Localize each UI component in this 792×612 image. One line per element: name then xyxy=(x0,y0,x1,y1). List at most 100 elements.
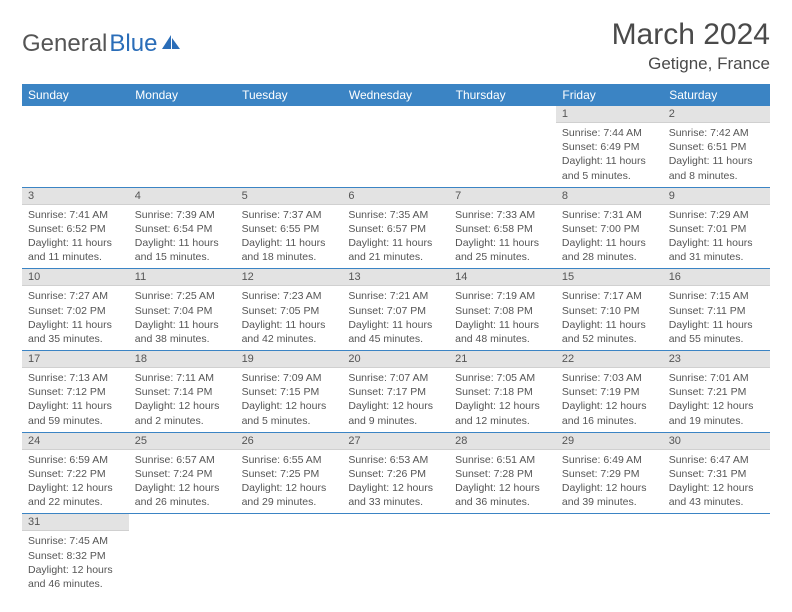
sail-icon xyxy=(160,30,182,58)
sunrise-text: Sunrise: 6:55 AM xyxy=(242,453,337,467)
daylight-text: Daylight: 12 hours and 12 minutes. xyxy=(455,399,550,427)
calendar-week-row: 17Sunrise: 7:13 AMSunset: 7:12 PMDayligh… xyxy=(22,351,770,433)
sunrise-text: Sunrise: 7:31 AM xyxy=(562,208,657,222)
day-number: 2 xyxy=(663,106,770,123)
sunrise-text: Sunrise: 6:47 AM xyxy=(669,453,764,467)
sunset-text: Sunset: 6:52 PM xyxy=(28,222,123,236)
calendar-day-cell: 29Sunrise: 6:49 AMSunset: 7:29 PMDayligh… xyxy=(556,432,663,514)
daylight-text: Daylight: 12 hours and 22 minutes. xyxy=(28,481,123,509)
calendar-day-cell: 26Sunrise: 6:55 AMSunset: 7:25 PMDayligh… xyxy=(236,432,343,514)
day-details: Sunrise: 7:23 AMSunset: 7:05 PMDaylight:… xyxy=(236,286,343,350)
day-number: 28 xyxy=(449,433,556,450)
daylight-text: Daylight: 11 hours and 25 minutes. xyxy=(455,236,550,264)
weekday-header: Sunday xyxy=(22,84,129,106)
day-number: 30 xyxy=(663,433,770,450)
day-details: Sunrise: 6:47 AMSunset: 7:31 PMDaylight:… xyxy=(663,450,770,514)
sunrise-text: Sunrise: 7:42 AM xyxy=(669,126,764,140)
sunset-text: Sunset: 6:51 PM xyxy=(669,140,764,154)
calendar-day-cell xyxy=(342,514,449,595)
sunset-text: Sunset: 7:25 PM xyxy=(242,467,337,481)
daylight-text: Daylight: 11 hours and 31 minutes. xyxy=(669,236,764,264)
day-number: 25 xyxy=(129,433,236,450)
day-number: 1 xyxy=(556,106,663,123)
daylight-text: Daylight: 12 hours and 2 minutes. xyxy=(135,399,230,427)
sunset-text: Sunset: 6:57 PM xyxy=(348,222,443,236)
daylight-text: Daylight: 12 hours and 26 minutes. xyxy=(135,481,230,509)
calendar-day-cell: 23Sunrise: 7:01 AMSunset: 7:21 PMDayligh… xyxy=(663,351,770,433)
day-details: Sunrise: 7:05 AMSunset: 7:18 PMDaylight:… xyxy=(449,368,556,432)
calendar-day-cell: 21Sunrise: 7:05 AMSunset: 7:18 PMDayligh… xyxy=(449,351,556,433)
calendar-day-cell xyxy=(342,106,449,187)
sunset-text: Sunset: 6:49 PM xyxy=(562,140,657,154)
calendar-day-cell: 5Sunrise: 7:37 AMSunset: 6:55 PMDaylight… xyxy=(236,187,343,269)
title-block: March 2024 Getigne, France xyxy=(612,18,770,74)
sunrise-text: Sunrise: 7:11 AM xyxy=(135,371,230,385)
sunrise-text: Sunrise: 7:23 AM xyxy=(242,289,337,303)
sunrise-text: Sunrise: 7:05 AM xyxy=(455,371,550,385)
sunrise-text: Sunrise: 7:25 AM xyxy=(135,289,230,303)
calendar-day-cell: 4Sunrise: 7:39 AMSunset: 6:54 PMDaylight… xyxy=(129,187,236,269)
day-number: 31 xyxy=(22,514,129,531)
calendar-day-cell xyxy=(236,106,343,187)
calendar-day-cell: 25Sunrise: 6:57 AMSunset: 7:24 PMDayligh… xyxy=(129,432,236,514)
weekday-header-row: SundayMondayTuesdayWednesdayThursdayFrid… xyxy=(22,84,770,106)
sunset-text: Sunset: 6:55 PM xyxy=(242,222,337,236)
day-details: Sunrise: 7:29 AMSunset: 7:01 PMDaylight:… xyxy=(663,205,770,269)
sunset-text: Sunset: 7:08 PM xyxy=(455,304,550,318)
sunset-text: Sunset: 8:32 PM xyxy=(28,549,123,563)
day-number: 11 xyxy=(129,269,236,286)
sunset-text: Sunset: 7:11 PM xyxy=(669,304,764,318)
day-number: 22 xyxy=(556,351,663,368)
day-number: 8 xyxy=(556,188,663,205)
calendar-table: SundayMondayTuesdayWednesdayThursdayFrid… xyxy=(22,84,770,595)
calendar-day-cell xyxy=(449,514,556,595)
day-number: 16 xyxy=(663,269,770,286)
calendar-week-row: 31Sunrise: 7:45 AMSunset: 8:32 PMDayligh… xyxy=(22,514,770,595)
calendar-day-cell: 14Sunrise: 7:19 AMSunset: 7:08 PMDayligh… xyxy=(449,269,556,351)
daylight-text: Daylight: 12 hours and 29 minutes. xyxy=(242,481,337,509)
sunset-text: Sunset: 7:31 PM xyxy=(669,467,764,481)
sunset-text: Sunset: 7:28 PM xyxy=(455,467,550,481)
calendar-day-cell: 20Sunrise: 7:07 AMSunset: 7:17 PMDayligh… xyxy=(342,351,449,433)
day-details: Sunrise: 7:03 AMSunset: 7:19 PMDaylight:… xyxy=(556,368,663,432)
day-number: 29 xyxy=(556,433,663,450)
calendar-day-cell: 19Sunrise: 7:09 AMSunset: 7:15 PMDayligh… xyxy=(236,351,343,433)
sunrise-text: Sunrise: 7:27 AM xyxy=(28,289,123,303)
day-details: Sunrise: 7:33 AMSunset: 6:58 PMDaylight:… xyxy=(449,205,556,269)
day-details: Sunrise: 6:59 AMSunset: 7:22 PMDaylight:… xyxy=(22,450,129,514)
day-number: 4 xyxy=(129,188,236,205)
daylight-text: Daylight: 11 hours and 45 minutes. xyxy=(348,318,443,346)
sunset-text: Sunset: 7:05 PM xyxy=(242,304,337,318)
calendar-day-cell: 2Sunrise: 7:42 AMSunset: 6:51 PMDaylight… xyxy=(663,106,770,187)
sunset-text: Sunset: 7:15 PM xyxy=(242,385,337,399)
calendar-day-cell: 17Sunrise: 7:13 AMSunset: 7:12 PMDayligh… xyxy=(22,351,129,433)
daylight-text: Daylight: 11 hours and 15 minutes. xyxy=(135,236,230,264)
day-details: Sunrise: 7:17 AMSunset: 7:10 PMDaylight:… xyxy=(556,286,663,350)
sunrise-text: Sunrise: 7:07 AM xyxy=(348,371,443,385)
calendar-day-cell xyxy=(22,106,129,187)
sunset-text: Sunset: 7:18 PM xyxy=(455,385,550,399)
sunset-text: Sunset: 7:19 PM xyxy=(562,385,657,399)
sunrise-text: Sunrise: 7:45 AM xyxy=(28,534,123,548)
logo: General Blue xyxy=(22,30,182,58)
daylight-text: Daylight: 11 hours and 48 minutes. xyxy=(455,318,550,346)
sunrise-text: Sunrise: 7:17 AM xyxy=(562,289,657,303)
day-number: 13 xyxy=(342,269,449,286)
calendar-day-cell: 31Sunrise: 7:45 AMSunset: 8:32 PMDayligh… xyxy=(22,514,129,595)
day-number: 19 xyxy=(236,351,343,368)
day-details: Sunrise: 7:09 AMSunset: 7:15 PMDaylight:… xyxy=(236,368,343,432)
day-details: Sunrise: 7:37 AMSunset: 6:55 PMDaylight:… xyxy=(236,205,343,269)
logo-text-a: General xyxy=(22,30,107,58)
day-details: Sunrise: 7:21 AMSunset: 7:07 PMDaylight:… xyxy=(342,286,449,350)
day-number: 23 xyxy=(663,351,770,368)
sunset-text: Sunset: 7:02 PM xyxy=(28,304,123,318)
day-details: Sunrise: 7:19 AMSunset: 7:08 PMDaylight:… xyxy=(449,286,556,350)
day-number: 17 xyxy=(22,351,129,368)
sunrise-text: Sunrise: 6:49 AM xyxy=(562,453,657,467)
sunrise-text: Sunrise: 7:33 AM xyxy=(455,208,550,222)
sunset-text: Sunset: 7:07 PM xyxy=(348,304,443,318)
day-details: Sunrise: 7:31 AMSunset: 7:00 PMDaylight:… xyxy=(556,205,663,269)
day-number: 6 xyxy=(342,188,449,205)
calendar-day-cell xyxy=(129,106,236,187)
calendar-day-cell: 30Sunrise: 6:47 AMSunset: 7:31 PMDayligh… xyxy=(663,432,770,514)
